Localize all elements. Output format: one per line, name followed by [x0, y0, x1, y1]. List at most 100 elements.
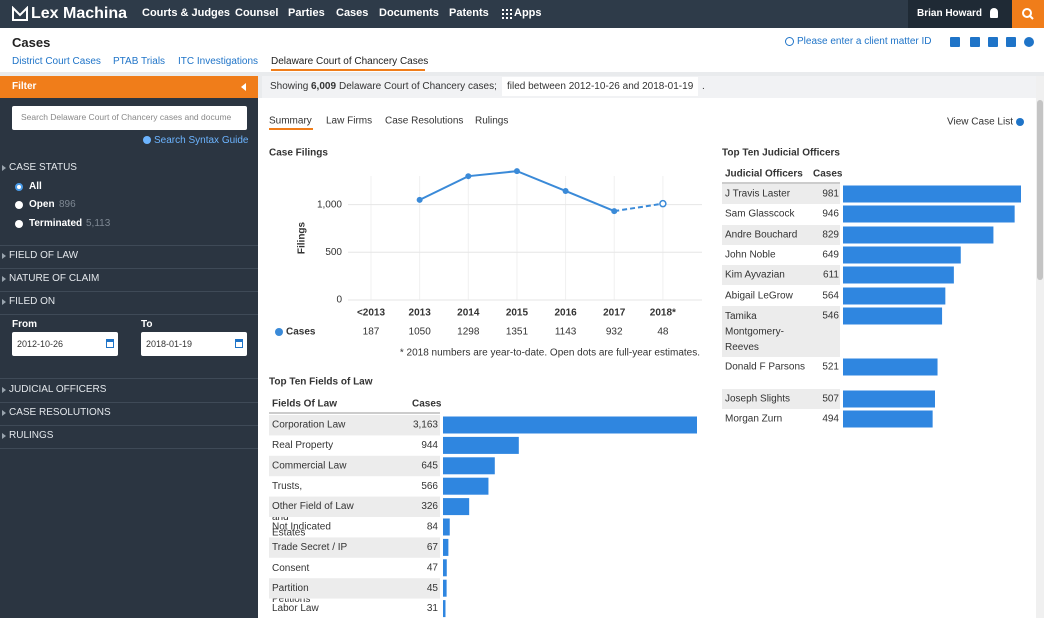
table-value: 932	[606, 327, 623, 338]
row-value: 521	[822, 362, 839, 373]
scrollbar-thumb[interactable]	[1037, 100, 1043, 280]
x-tick-label: 2015	[506, 308, 529, 319]
user-name[interactable]: Brian Howard	[917, 8, 983, 19]
radio[interactable]	[15, 183, 23, 191]
calendar-icon[interactable]	[106, 339, 114, 348]
date-input[interactable]	[141, 332, 247, 356]
section-divider	[0, 245, 258, 246]
section-label[interactable]: FIELD OF LAW	[9, 250, 79, 261]
bar	[443, 538, 449, 556]
nav-item[interactable]: Documents	[379, 7, 439, 19]
brand[interactable]: Lex Machina	[31, 5, 128, 22]
search-input[interactable]	[12, 106, 247, 130]
brand-logo	[12, 6, 28, 21]
column-header: Judicial Officers	[725, 169, 803, 180]
summary-text: .	[702, 81, 705, 92]
legend-label: Cases	[286, 327, 316, 338]
section-label[interactable]: JUDICIAL OFFICERS	[9, 384, 107, 395]
x-tick-label: 2014	[457, 308, 480, 319]
toolbar-icon[interactable]	[988, 37, 998, 47]
estimate-line	[614, 202, 664, 213]
row-label: Real Property	[272, 440, 333, 451]
column-header: Cases	[813, 169, 843, 180]
syntax-guide[interactable]: Search Syntax Guide	[154, 135, 249, 146]
radio[interactable]	[15, 220, 23, 228]
data-point	[562, 187, 569, 194]
row-value: 564	[822, 291, 839, 302]
scrollbar[interactable]	[1036, 76, 1044, 618]
row-stripe	[722, 225, 840, 245]
subtab: Case Resolutions	[385, 116, 463, 127]
toolbar-icon[interactable]	[1006, 37, 1016, 47]
toolbar-icon[interactable]	[970, 37, 980, 47]
row-value: 611	[823, 270, 839, 281]
summary-text: Showing	[270, 81, 309, 92]
row-value: 507	[822, 394, 839, 405]
radio-count: 896	[59, 199, 76, 210]
row-label: Labor Law	[272, 603, 319, 614]
section-label[interactable]: RULINGS	[9, 430, 54, 441]
tab[interactable]: PTAB Trials	[113, 56, 166, 67]
section-arrow	[2, 410, 6, 416]
summary-text: 6,009	[311, 81, 337, 92]
calendar-icon[interactable]	[235, 339, 243, 348]
summary-text: Delaware Court of Chancery cases;	[339, 81, 497, 92]
nav-item[interactable]: Cases	[336, 7, 369, 19]
row-label: Kim Ayvazian	[725, 270, 785, 281]
toolbar-icon[interactable]	[1024, 37, 1034, 47]
row-label: Not Indicated	[272, 522, 331, 533]
data-point	[416, 196, 423, 203]
row-value: 829	[822, 230, 839, 241]
nav-item[interactable]: Apps	[514, 7, 542, 19]
row-stripe	[269, 415, 440, 436]
legend-swatch	[275, 328, 283, 336]
bar	[843, 266, 954, 284]
nav-item[interactable]: Courts & Judges	[142, 7, 231, 19]
nav-item[interactable]: Counsel	[235, 7, 279, 19]
filter-chip[interactable]: filed between 2012-10-26 and 2018-01-19	[502, 77, 699, 96]
section-arrow	[2, 276, 6, 282]
row-stripe	[722, 265, 840, 285]
row-stripe	[722, 389, 840, 409]
client-matter-icon	[785, 37, 794, 46]
section-label[interactable]: NATURE OF CLAIM	[9, 273, 100, 284]
header	[0, 28, 1044, 72]
section-label[interactable]: CASE STATUS	[9, 162, 77, 173]
collapse-arrow[interactable]	[241, 83, 246, 91]
table-value: 1050	[409, 327, 432, 338]
section-label[interactable]: CASE RESOLUTIONS	[9, 407, 111, 418]
radio-label[interactable]: Terminated	[29, 218, 83, 229]
radio-label[interactable]: Open	[29, 199, 55, 210]
toolbar-icon[interactable]	[950, 37, 960, 47]
user-icon	[990, 8, 998, 18]
nav-item[interactable]: Parties	[288, 7, 325, 19]
filter-header[interactable]	[0, 76, 258, 98]
row-stripe	[269, 578, 440, 599]
view-case-list: View Case List	[947, 117, 1013, 128]
table-value: 1298	[457, 327, 480, 338]
section-arrow	[2, 253, 6, 259]
radio[interactable]	[15, 201, 23, 209]
chart-title: Top Ten Fields of Law	[269, 377, 373, 388]
section-divider	[0, 448, 258, 449]
y-axis-label: Filings	[297, 221, 308, 254]
radio-label[interactable]: All	[29, 181, 42, 192]
row-label: Tamika Montgomery-Reeves	[725, 311, 784, 353]
nav-item[interactable]: Patents	[449, 7, 489, 19]
date-input[interactable]	[12, 332, 118, 356]
page-title: Cases	[12, 35, 51, 50]
client-matter[interactable]: Please enter a client matter ID	[797, 36, 932, 47]
subtab: Summary	[269, 116, 312, 127]
active-subtab-underline	[269, 128, 313, 130]
tab[interactable]: Delaware Court of Chancery Cases	[271, 56, 429, 67]
row-value: 645	[421, 460, 438, 471]
section-label[interactable]: FILED ON	[9, 296, 56, 307]
tab[interactable]: ITC Investigations	[178, 56, 259, 67]
row-stripe	[269, 455, 440, 477]
search-button[interactable]	[1012, 0, 1044, 28]
bar	[443, 518, 450, 536]
section-arrow	[2, 165, 6, 171]
bar	[443, 498, 470, 516]
tab[interactable]: District Court Cases	[12, 56, 101, 67]
table-value: 187	[363, 327, 380, 338]
